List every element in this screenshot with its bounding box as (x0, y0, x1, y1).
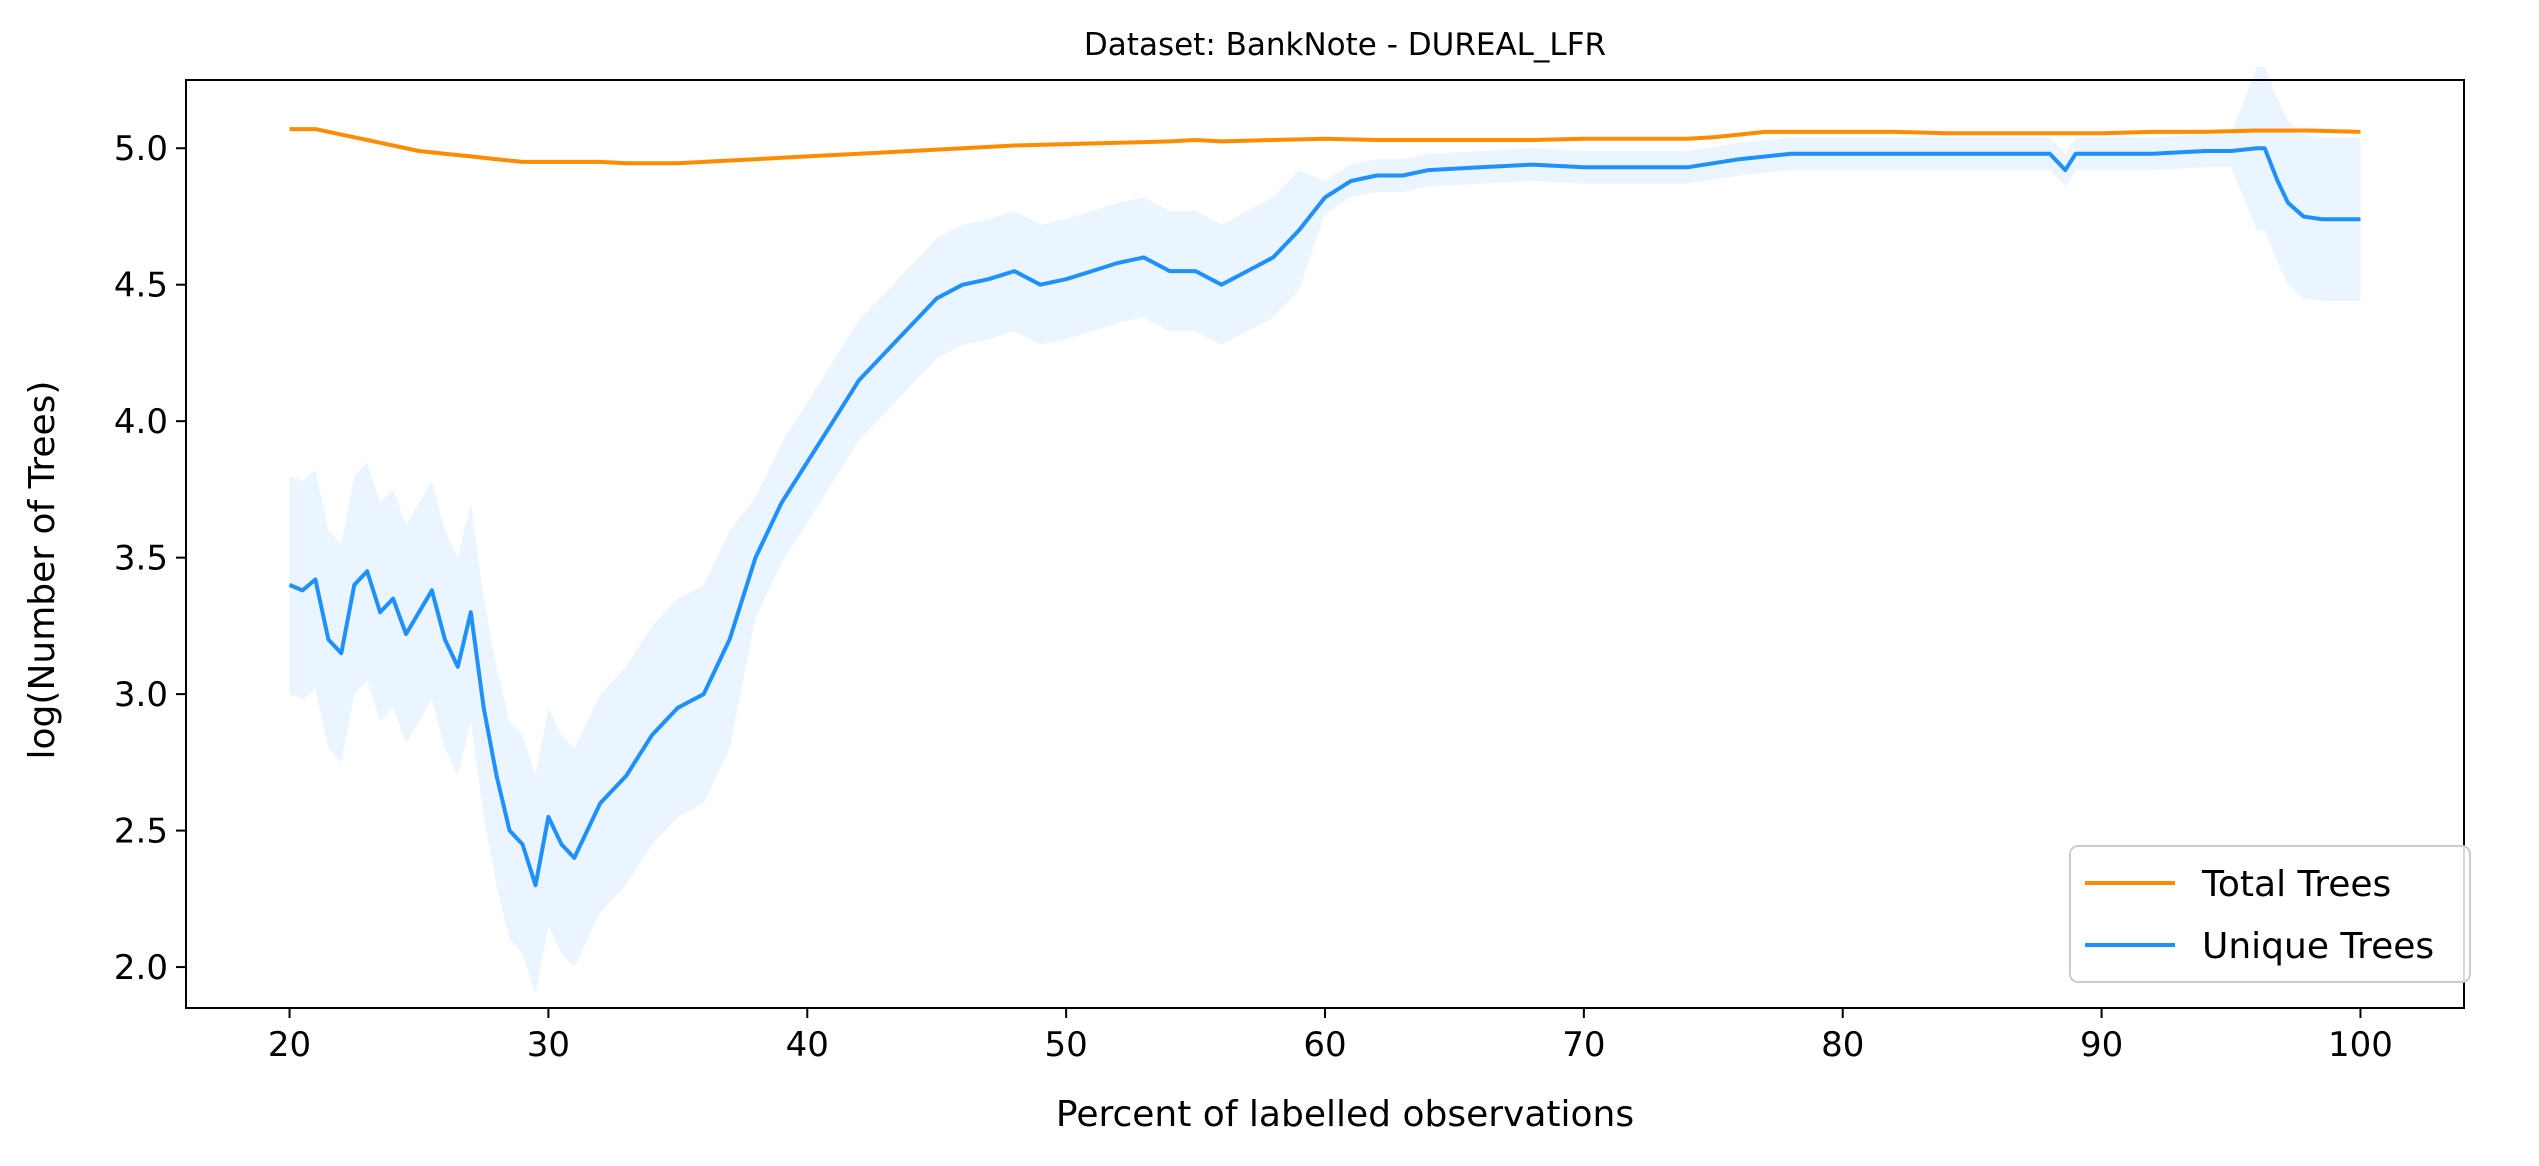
y-tick-label: 4.0 (114, 402, 168, 442)
x-tick-label: 80 (1821, 1025, 1864, 1065)
x-axis: 20 30 40 50 60 70 80 90 100 (268, 1008, 2393, 1065)
y-tick-label: 2.5 (114, 812, 168, 852)
y-tick-label: 3.5 (114, 539, 168, 579)
y-axis-label: log(Number of Trees) (22, 381, 63, 760)
y-tick-label: 5.0 (114, 129, 168, 169)
y-axis: 2.0 2.5 3.0 3.5 4.0 4.5 5.0 (114, 129, 186, 988)
series-line-unique-trees (288, 146, 2361, 888)
unique-trees-band (289, 66, 2361, 995)
x-tick-label: 40 (786, 1025, 829, 1065)
legend-label-total-trees: Total Trees (2201, 864, 2391, 905)
x-tick-label: 100 (2328, 1025, 2393, 1065)
legend: Total Trees Unique Trees (2069, 845, 2471, 983)
x-tick-label: 60 (1303, 1025, 1346, 1065)
x-tick-label: 70 (1562, 1025, 1605, 1065)
series-line-total-trees (289, 127, 2361, 166)
x-tick-label: 50 (1045, 1025, 1088, 1065)
x-axis-label: Percent of labelled observations (1056, 1094, 1634, 1135)
legend-label-unique-trees: Unique Trees (2202, 926, 2434, 967)
y-tick-label: 4.5 (114, 266, 168, 306)
y-tick-label: 2.0 (114, 948, 168, 988)
y-tick-label: 3.0 (114, 675, 168, 715)
x-tick-label: 30 (527, 1025, 570, 1065)
x-tick-label: 20 (268, 1025, 311, 1065)
x-tick-label: 90 (2080, 1025, 2123, 1065)
legend-frame (2069, 845, 2471, 983)
chart-title: Dataset: BankNote - DUREAL_LFR (1084, 27, 1606, 63)
